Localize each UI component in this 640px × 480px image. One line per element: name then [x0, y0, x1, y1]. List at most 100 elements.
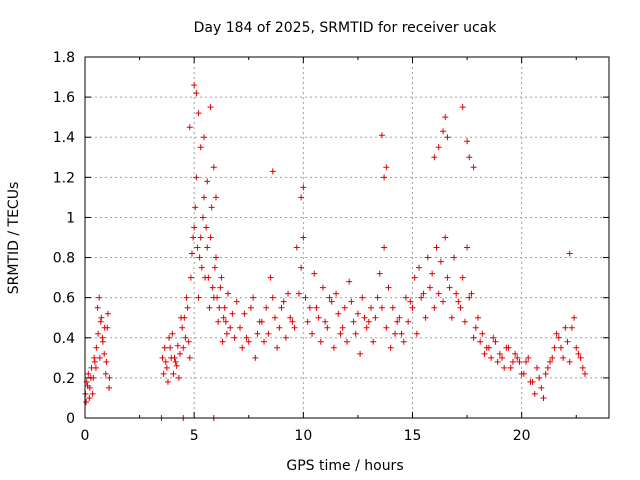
- data-point: [533, 364, 540, 371]
- data-point: [199, 214, 206, 221]
- x-tick-label: 20: [513, 428, 531, 444]
- data-point: [191, 224, 198, 231]
- plot-frame: [84, 56, 610, 419]
- data-point: [542, 370, 549, 377]
- data-point: [547, 358, 554, 365]
- data-point: [241, 310, 248, 317]
- data-point: [204, 178, 211, 185]
- data-point: [499, 354, 506, 361]
- data-point: [306, 304, 313, 311]
- data-point: [368, 304, 375, 311]
- data-point: [179, 324, 186, 331]
- data-point: [261, 338, 268, 345]
- data-point: [311, 270, 318, 277]
- data-point: [418, 294, 425, 301]
- data-point: [295, 290, 302, 297]
- data-point: [581, 370, 588, 377]
- data-point: [344, 338, 350, 345]
- data-point: [376, 270, 383, 277]
- data-point: [324, 324, 331, 331]
- data-point: [254, 330, 261, 337]
- data-point: [568, 324, 575, 331]
- data-point: [365, 318, 372, 325]
- data-point: [247, 304, 254, 311]
- data-point: [512, 350, 519, 357]
- data-point: [461, 318, 468, 325]
- data-point: [564, 338, 571, 345]
- data-point: [106, 374, 113, 381]
- data-point: [83, 398, 90, 405]
- data-point: [209, 284, 216, 291]
- data-point: [86, 394, 93, 401]
- data-point: [337, 330, 344, 337]
- data-point: [231, 334, 238, 341]
- data-point: [176, 350, 183, 357]
- y-tick-label: 1.8: [53, 50, 75, 66]
- data-point: [97, 318, 104, 325]
- data-point: [448, 314, 455, 321]
- data-point: [531, 390, 538, 397]
- y-tick-label: 1: [66, 210, 75, 226]
- data-point: [304, 318, 311, 325]
- data-point: [103, 358, 110, 365]
- data-point: [166, 334, 173, 341]
- data-point: [442, 234, 449, 241]
- data-point: [315, 314, 322, 321]
- data-point: [197, 144, 204, 151]
- data-point: [225, 290, 232, 297]
- data-point: [180, 344, 187, 351]
- data-point: [169, 330, 176, 337]
- data-point: [208, 204, 215, 211]
- data-point: [104, 310, 111, 317]
- data-point: [175, 374, 182, 381]
- data-point: [389, 304, 396, 311]
- data-point: [562, 324, 569, 331]
- data-point: [245, 338, 252, 345]
- data-point: [509, 358, 516, 365]
- data-point: [220, 314, 227, 321]
- data-point: [227, 324, 234, 331]
- data-point: [94, 304, 101, 311]
- data-point: [577, 354, 584, 361]
- data-point: [300, 234, 307, 241]
- data-point: [101, 350, 108, 357]
- chart-title: Day 184 of 2025, SRMTID for receiver uca…: [194, 20, 498, 36]
- data-point: [207, 234, 214, 241]
- data-point: [164, 378, 171, 385]
- data-point: [560, 354, 567, 361]
- data-point: [243, 334, 250, 341]
- data-point: [544, 364, 551, 371]
- data-point: [433, 244, 440, 251]
- data-point: [172, 358, 179, 365]
- data-point: [173, 362, 180, 369]
- y-tick-label: 0.2: [53, 371, 75, 387]
- data-point: [161, 344, 168, 351]
- data-point: [265, 330, 272, 337]
- data-point: [407, 298, 414, 305]
- data-point: [96, 294, 103, 301]
- data-point: [553, 330, 560, 337]
- data-point: [346, 278, 353, 285]
- data-point: [200, 134, 207, 141]
- data-point: [267, 274, 274, 281]
- data-point: [174, 342, 181, 349]
- data-point: [536, 374, 543, 381]
- data-point: [470, 164, 477, 171]
- data-point: [93, 344, 100, 351]
- data-point: [387, 344, 394, 351]
- data-point: [211, 264, 218, 271]
- data-point: [348, 298, 355, 305]
- data-point: [435, 290, 442, 297]
- data-point: [431, 304, 438, 311]
- data-point: [413, 330, 420, 337]
- data-point: [363, 324, 370, 331]
- data-point: [167, 344, 174, 351]
- data-point: [392, 330, 399, 337]
- data-point: [313, 304, 320, 311]
- data-point: [285, 290, 292, 297]
- data-point: [85, 370, 92, 377]
- x-tick-label: 15: [404, 428, 422, 444]
- data-point: [293, 244, 300, 251]
- data-point: [383, 164, 390, 171]
